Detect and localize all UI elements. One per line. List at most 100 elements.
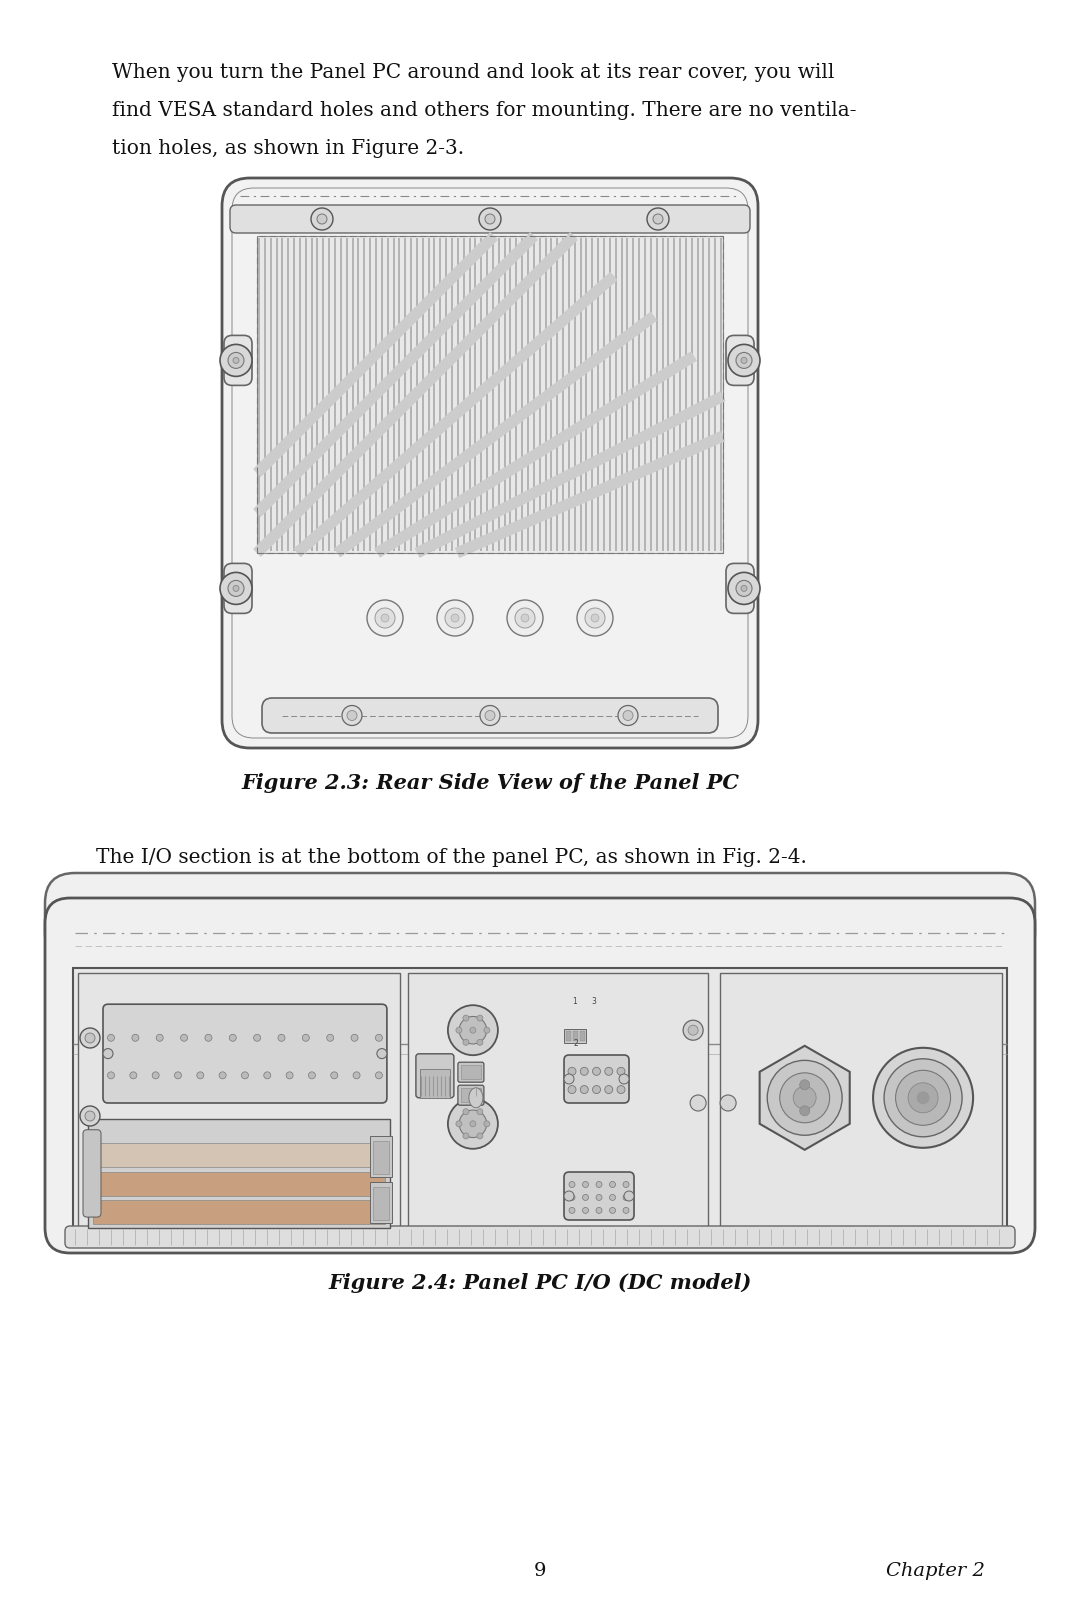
Bar <box>566 1031 571 1042</box>
Circle shape <box>507 600 543 636</box>
Circle shape <box>688 1026 698 1036</box>
Circle shape <box>103 1048 113 1058</box>
Circle shape <box>591 613 599 621</box>
Circle shape <box>477 1014 483 1021</box>
Circle shape <box>484 1121 490 1126</box>
Circle shape <box>653 214 663 223</box>
Circle shape <box>580 1086 589 1094</box>
FancyBboxPatch shape <box>726 335 754 385</box>
Bar <box>461 1089 481 1102</box>
Circle shape <box>720 1095 737 1112</box>
Circle shape <box>330 1071 338 1079</box>
FancyBboxPatch shape <box>416 1053 454 1097</box>
Circle shape <box>80 1027 100 1048</box>
Bar <box>408 972 708 1233</box>
Circle shape <box>569 1194 575 1201</box>
FancyBboxPatch shape <box>458 1086 484 1105</box>
Circle shape <box>175 1071 181 1079</box>
Circle shape <box>377 1048 387 1058</box>
Circle shape <box>793 1086 816 1110</box>
Circle shape <box>623 1181 629 1188</box>
Circle shape <box>353 1071 360 1079</box>
Text: Figure 2.4: Panel PC I/O (DC model): Figure 2.4: Panel PC I/O (DC model) <box>328 1273 752 1293</box>
Bar <box>257 236 723 553</box>
Circle shape <box>311 209 333 230</box>
Circle shape <box>197 1071 204 1079</box>
Circle shape <box>735 581 752 597</box>
FancyBboxPatch shape <box>65 1226 1015 1247</box>
Circle shape <box>264 1071 271 1079</box>
Circle shape <box>619 1074 629 1084</box>
Circle shape <box>470 1027 476 1034</box>
Circle shape <box>569 1207 575 1214</box>
Circle shape <box>108 1034 114 1042</box>
Bar <box>73 968 1007 1238</box>
Bar <box>564 1029 586 1044</box>
Circle shape <box>375 608 395 628</box>
Circle shape <box>381 613 389 621</box>
Circle shape <box>228 353 244 369</box>
Text: When you turn the Panel PC around and look at its rear cover, you will: When you turn the Panel PC around and lo… <box>112 63 835 83</box>
Circle shape <box>741 586 747 592</box>
Text: find VESA standard holes and others for mounting. There are no ventila-: find VESA standard holes and others for … <box>112 100 856 120</box>
Circle shape <box>233 358 239 364</box>
Circle shape <box>885 1058 962 1137</box>
Circle shape <box>585 608 605 628</box>
Bar <box>87 1118 390 1228</box>
Circle shape <box>242 1071 248 1079</box>
Circle shape <box>229 1034 237 1042</box>
Circle shape <box>463 1014 469 1021</box>
Circle shape <box>302 1034 309 1042</box>
Circle shape <box>647 209 669 230</box>
Circle shape <box>477 1039 483 1045</box>
Circle shape <box>735 353 752 369</box>
Circle shape <box>564 1074 573 1084</box>
Circle shape <box>219 1071 226 1079</box>
Circle shape <box>617 1086 625 1094</box>
Circle shape <box>286 1071 293 1079</box>
Circle shape <box>623 1194 629 1201</box>
Bar <box>369 1136 392 1178</box>
FancyBboxPatch shape <box>726 563 754 613</box>
Circle shape <box>609 1207 616 1214</box>
Circle shape <box>463 1108 469 1115</box>
Circle shape <box>130 1071 137 1079</box>
Text: 9: 9 <box>534 1561 546 1581</box>
Polygon shape <box>759 1045 850 1150</box>
FancyBboxPatch shape <box>230 205 750 233</box>
Circle shape <box>318 214 327 223</box>
FancyBboxPatch shape <box>564 1171 634 1220</box>
FancyBboxPatch shape <box>45 874 1035 963</box>
Bar <box>93 1144 384 1167</box>
Circle shape <box>470 1121 476 1126</box>
Circle shape <box>220 573 252 605</box>
Circle shape <box>108 1071 114 1079</box>
Circle shape <box>376 1034 382 1042</box>
Circle shape <box>485 214 495 223</box>
Circle shape <box>582 1194 589 1201</box>
Circle shape <box>873 1048 973 1147</box>
Circle shape <box>580 1068 589 1076</box>
Text: 1      3: 1 3 <box>573 997 597 1006</box>
Circle shape <box>132 1034 139 1042</box>
Bar <box>78 972 400 1233</box>
Circle shape <box>623 1207 629 1214</box>
Text: tion holes, as shown in Figure 2-3.: tion holes, as shown in Figure 2-3. <box>112 139 464 159</box>
FancyBboxPatch shape <box>564 1055 629 1103</box>
Circle shape <box>459 1016 487 1044</box>
Bar <box>373 1188 389 1220</box>
Circle shape <box>309 1071 315 1079</box>
Circle shape <box>596 1207 602 1214</box>
Circle shape <box>741 358 747 364</box>
Circle shape <box>515 608 535 628</box>
Circle shape <box>596 1194 602 1201</box>
Circle shape <box>448 1099 498 1149</box>
Circle shape <box>456 1121 462 1126</box>
Bar <box>93 1171 384 1196</box>
Bar <box>720 972 1002 1233</box>
Circle shape <box>220 345 252 377</box>
Circle shape <box>799 1105 810 1116</box>
FancyBboxPatch shape <box>224 563 252 613</box>
Circle shape <box>205 1034 212 1042</box>
Circle shape <box>228 581 244 597</box>
